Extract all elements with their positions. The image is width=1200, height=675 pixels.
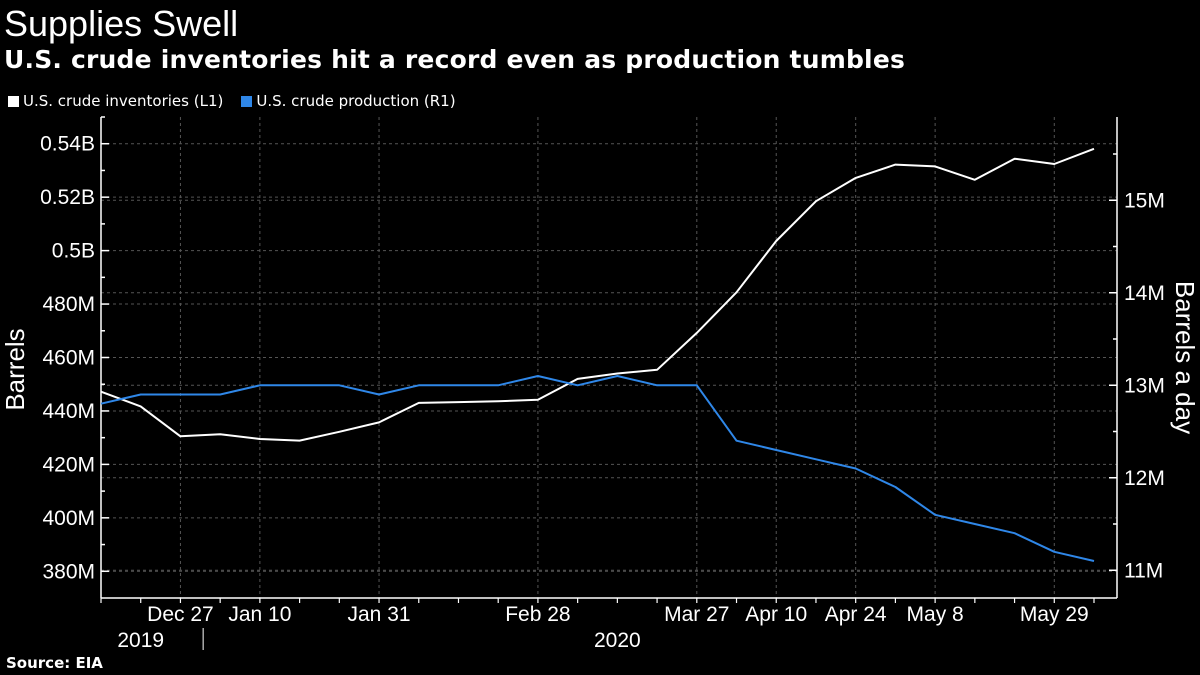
left-axis-title: Barrels bbox=[0, 328, 30, 410]
series-line-inventories bbox=[100, 147, 1095, 442]
right-tick-label: 11M bbox=[1124, 559, 1163, 582]
x-tick-label: Feb 28 bbox=[505, 603, 570, 626]
x-tick-label: Jan 10 bbox=[228, 603, 291, 626]
left-tick-label: 0.54B bbox=[40, 133, 95, 156]
left-tick-label: 380M bbox=[42, 560, 95, 583]
right-axis-title: Barrels a day bbox=[1170, 281, 1200, 434]
left-tick-label: 460M bbox=[42, 347, 95, 370]
x-tick-label: Apr 10 bbox=[745, 603, 807, 626]
legend-label-production: U.S. crude production (R1) bbox=[256, 92, 456, 110]
x-year-label: 2020 bbox=[594, 629, 641, 652]
x-tick-label: Jan 31 bbox=[348, 603, 411, 626]
x-tick-label: May 29 bbox=[1020, 603, 1089, 626]
left-tick-label: 400M bbox=[42, 507, 95, 530]
right-tick-label: 14M bbox=[1124, 282, 1165, 305]
left-tick-label: 480M bbox=[42, 293, 95, 316]
left-tick-label: 0.5B bbox=[52, 240, 95, 263]
chart-subtitle: U.S. crude inventories hit a record even… bbox=[4, 45, 906, 74]
chart-legend: U.S. crude inventories (L1) U.S. crude p… bbox=[8, 92, 456, 110]
left-tick-label: 0.52B bbox=[40, 186, 95, 209]
legend-swatch-production bbox=[241, 95, 253, 107]
x-tick-label: Mar 27 bbox=[664, 603, 729, 626]
legend-item-inventories: U.S. crude inventories (L1) bbox=[8, 92, 223, 110]
x-tick-label: Apr 24 bbox=[825, 603, 887, 626]
x-tick-label: Dec 27 bbox=[147, 603, 214, 626]
source-note: Source: EIA bbox=[6, 654, 103, 672]
legend-label-inventories: U.S. crude inventories (L1) bbox=[23, 92, 224, 110]
chart-title: Supplies Swell bbox=[4, 3, 239, 44]
legend-item-production: U.S. crude production (R1) bbox=[241, 92, 456, 110]
left-tick-label: 440M bbox=[42, 400, 95, 423]
right-tick-label: 13M bbox=[1124, 374, 1165, 397]
right-tick-label: 12M bbox=[1124, 467, 1165, 490]
left-tick-label: 420M bbox=[42, 453, 95, 476]
right-tick-label: 15M bbox=[1124, 189, 1165, 212]
legend-swatch-inventories bbox=[8, 95, 19, 107]
x-year-label: 2019 bbox=[117, 629, 164, 652]
x-tick-label: May 8 bbox=[907, 603, 964, 626]
series-line-production bbox=[100, 375, 1095, 562]
